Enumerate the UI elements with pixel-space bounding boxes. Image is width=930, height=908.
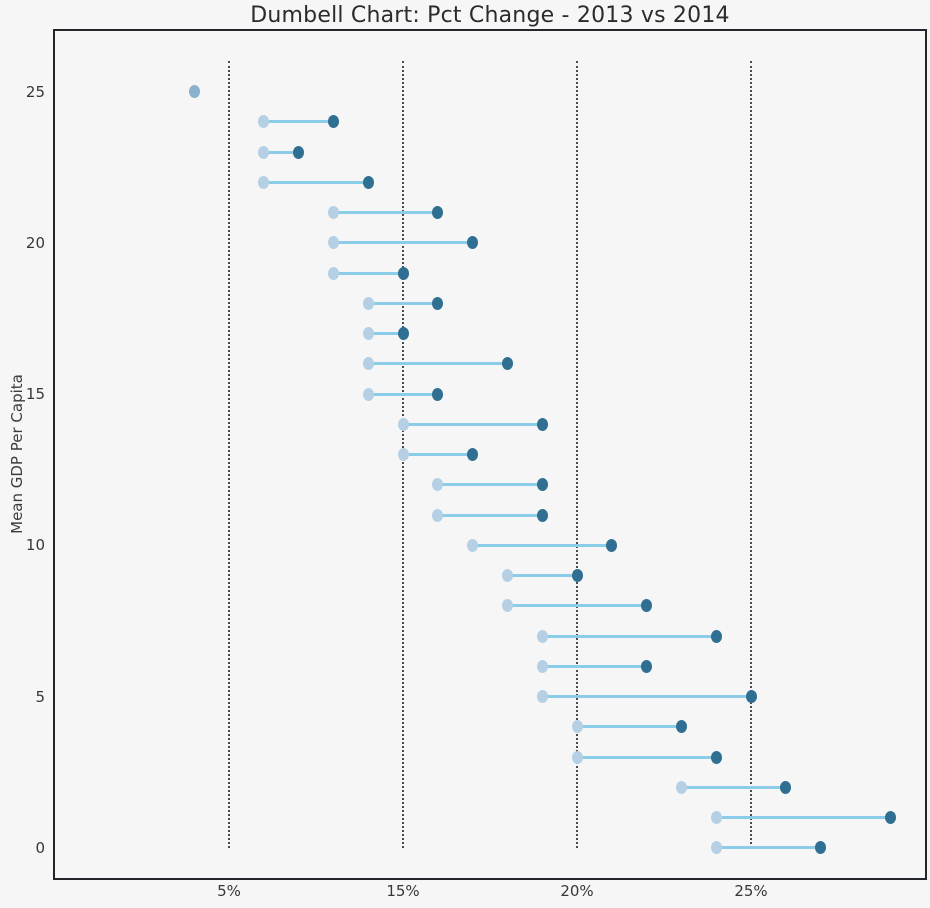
dot-2013 <box>467 538 479 552</box>
dot-2013 <box>501 599 513 613</box>
dumbbell-line <box>333 271 403 275</box>
dumbbell-line <box>681 785 786 789</box>
dot-2014 <box>536 478 548 492</box>
dumbbell-line <box>542 695 751 698</box>
dot-2013 <box>362 357 374 371</box>
dumbbell-line <box>577 725 682 729</box>
dot-2014 <box>675 720 687 734</box>
dumbbell-line <box>472 543 612 547</box>
dumbbell-line <box>403 453 473 456</box>
dot-2014 <box>432 387 444 401</box>
dot-2013 <box>536 629 548 643</box>
dot-2013 <box>327 266 339 280</box>
dot-2014 <box>362 175 374 189</box>
dot-2014 <box>606 538 618 552</box>
dot-2014 <box>501 357 513 371</box>
dot-2014 <box>571 569 583 582</box>
dumbbell-line <box>263 150 299 154</box>
dot-2014 <box>397 327 409 340</box>
dot-2014 <box>432 296 444 310</box>
dot-2013 <box>362 327 374 340</box>
y-axis-label: Mean GDP Per Capita <box>8 374 26 534</box>
dumbbell-line <box>263 180 369 184</box>
dumbbell-line <box>507 574 577 577</box>
dot-2013-2014-overlap <box>188 85 200 98</box>
dot-2014 <box>327 115 339 129</box>
dot-2013 <box>501 569 513 582</box>
dot-2014 <box>641 599 653 613</box>
dumbbell-line <box>716 846 821 850</box>
y-tick-label: 5 <box>35 687 45 706</box>
dot-2013 <box>258 145 270 159</box>
dot-2014 <box>293 145 305 159</box>
dot-2013 <box>362 387 374 401</box>
dumbbell-line <box>368 362 508 366</box>
y-tick-label: 20 <box>25 233 45 252</box>
x-tick-label: 20% <box>560 882 594 900</box>
dot-2013 <box>675 780 687 794</box>
dot-2013 <box>327 206 339 219</box>
y-tick-label: 25 <box>25 82 45 101</box>
dumbbell-line <box>368 392 438 396</box>
dumbbell-line <box>403 422 543 426</box>
dot-2013 <box>397 417 409 431</box>
dumbbell-line <box>437 483 543 487</box>
dot-2013 <box>258 115 270 129</box>
x-tick-label: 5% <box>217 882 241 900</box>
dumbbell-line <box>542 634 717 638</box>
dot-2013 <box>571 750 583 764</box>
dot-2014 <box>536 508 548 522</box>
dumbbell-line <box>368 332 403 335</box>
x-tick-label: 25% <box>734 882 768 900</box>
x-tick-label: 15% <box>386 882 420 900</box>
chart-title: Dumbell Chart: Pct Change - 2013 vs 2014 <box>250 3 730 28</box>
dot-2014 <box>815 841 827 855</box>
dot-2014 <box>884 811 896 824</box>
dot-2014 <box>432 206 444 219</box>
dumbbell-line <box>542 664 647 668</box>
y-tick-label: 0 <box>35 838 45 857</box>
y-tick-label: 10 <box>25 536 45 555</box>
dot-2013 <box>536 659 548 673</box>
plot-area <box>53 29 927 880</box>
dumbbell-line <box>263 120 334 124</box>
dot-2014 <box>467 236 479 250</box>
dot-2013 <box>710 811 722 824</box>
dumbbell-line <box>507 604 647 608</box>
dot-2013 <box>258 175 270 189</box>
dot-2014 <box>780 780 792 794</box>
dot-2014 <box>710 629 722 643</box>
x-gridline <box>228 61 230 848</box>
dot-2013 <box>397 448 409 461</box>
dot-2013 <box>536 690 548 703</box>
dumbbell-line <box>368 301 438 305</box>
x-gridline <box>750 61 752 848</box>
dot-2013 <box>432 478 444 492</box>
dot-2013 <box>327 236 339 250</box>
dot-2013 <box>362 296 374 310</box>
dot-2014 <box>467 448 479 461</box>
dot-2013 <box>432 508 444 522</box>
dot-2013 <box>710 841 722 855</box>
dumbbell-line <box>716 816 891 819</box>
dot-2014 <box>710 750 722 764</box>
dumbbell-line <box>437 513 543 517</box>
x-gridline <box>576 61 578 848</box>
dot-2014 <box>641 659 653 673</box>
dumbbell-line <box>577 755 717 759</box>
dumbbell-line <box>333 211 438 214</box>
y-tick-label: 15 <box>25 385 45 403</box>
dot-2014 <box>745 690 757 703</box>
dumbbell-line <box>333 241 473 245</box>
dot-2013 <box>571 720 583 734</box>
dot-2014 <box>397 266 409 280</box>
dot-2014 <box>536 417 548 431</box>
